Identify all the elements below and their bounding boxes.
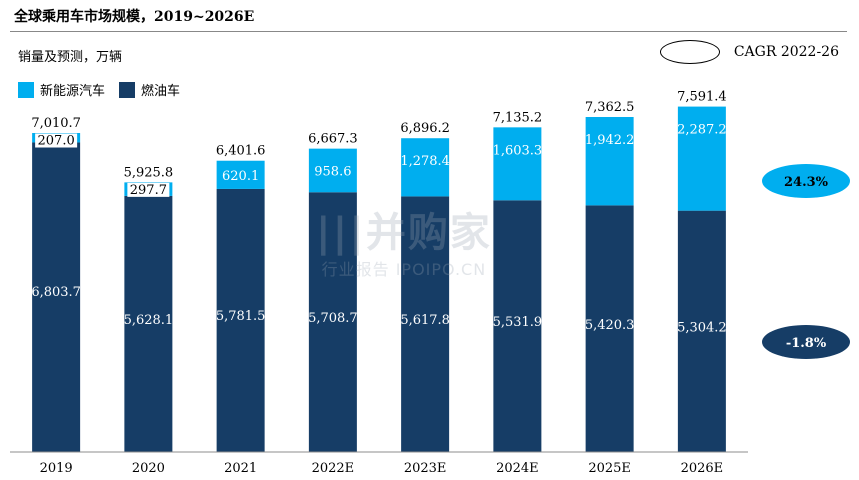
bar-ice-2020 — [124, 195, 173, 452]
bar-ice-2023E — [401, 196, 450, 452]
label-total-2020: 5,925.8 — [124, 165, 174, 180]
bar-ice-2021 — [216, 188, 265, 452]
bar-ice-2024E — [493, 200, 542, 452]
legend-item-nev: 新能源汽车 — [18, 80, 105, 99]
unit-note: 销量及预测，万辆 — [18, 50, 123, 65]
label-total-2024E: 7,135.2 — [493, 110, 543, 125]
x-tick-2026E: 2026E — [681, 461, 724, 476]
label-nev-2023E: 1,278.4 — [400, 154, 450, 169]
label-ice-2026E: 5,304.2 — [677, 321, 727, 336]
legend-label-nev: 新能源汽车 — [40, 84, 106, 99]
legend-swatch-ice — [119, 81, 136, 98]
label-total-2025E: 7,362.5 — [585, 100, 635, 115]
legend: 新能源汽车 燃油车 — [18, 80, 194, 99]
bar-nev-2022E — [308, 148, 357, 193]
legend-item-ice: 燃油车 — [119, 80, 180, 99]
chart-title: 全球乘用车市场规模，2019~2026E — [14, 9, 255, 25]
label-ice-2020: 5,628.1 — [124, 313, 174, 328]
label-nev-2025E: 1,942.2 — [585, 133, 635, 148]
bar-ice-2026E — [677, 210, 726, 452]
x-tick-2023E: 2023E — [404, 461, 447, 476]
x-tick-2019: 2019 — [40, 461, 73, 476]
label-bg-nev-2020 — [127, 182, 170, 197]
bar-nev-2026E — [677, 106, 726, 211]
x-tick-2020: 2020 — [132, 461, 165, 476]
legend-label-ice: 燃油车 — [141, 84, 181, 99]
label-nev-2026E: 2,287.2 — [677, 123, 727, 138]
cagr-key: CAGR 2022-26 — [659, 40, 839, 64]
label-nev-2019: 207.0 — [38, 134, 75, 149]
label-nev-2022E: 958.6 — [314, 164, 351, 179]
x-tick-2021: 2021 — [224, 461, 257, 476]
label-total-2022E: 6,667.3 — [308, 132, 358, 147]
label-ice-2019: 6,803.7 — [31, 285, 81, 300]
x-tick-2025E: 2025E — [588, 461, 631, 476]
bar-nev-2021 — [216, 160, 265, 189]
x-tick-2024E: 2024E — [496, 461, 539, 476]
label-ice-2022E: 5,708.7 — [308, 311, 358, 326]
bar-nev-2025E — [585, 117, 634, 206]
label-total-2019: 7,010.7 — [31, 116, 81, 131]
label-total-2026E: 7,591.4 — [677, 90, 727, 105]
cagr-oval-icon — [659, 40, 720, 64]
label-bg-nev-2019 — [35, 133, 78, 148]
cagr-key-label: CAGR 2022-26 — [733, 44, 839, 60]
bar-nev-2024E — [493, 127, 542, 201]
label-ice-2024E: 5,531.9 — [493, 315, 543, 330]
label-ice-2021: 5,781.5 — [216, 309, 266, 324]
label-nev-2021: 620.1 — [222, 169, 259, 184]
bar-nev-2023E — [401, 138, 450, 197]
bar-ice-2022E — [308, 192, 357, 452]
cagr-badge-ice-label: -1.8% — [786, 336, 827, 351]
cagr-badge-nev-label: 24.3% — [784, 175, 829, 190]
x-tick-2022E: 2022E — [312, 461, 355, 476]
bar-ice-2025E — [585, 205, 634, 452]
label-nev-2020: 297.7 — [130, 183, 167, 198]
label-total-2021: 6,401.6 — [216, 144, 266, 159]
cagr-badge-nev — [762, 164, 850, 198]
label-ice-2023E: 5,617.8 — [400, 313, 450, 328]
label-nev-2024E: 1,603.3 — [493, 143, 543, 158]
cagr-badge-ice — [762, 325, 850, 359]
title-divider — [10, 31, 847, 32]
bar-ice-2019 — [32, 142, 81, 453]
legend-swatch-nev — [18, 81, 34, 98]
label-total-2023E: 6,896.2 — [400, 121, 450, 136]
label-ice-2025E: 5,420.3 — [585, 318, 635, 333]
